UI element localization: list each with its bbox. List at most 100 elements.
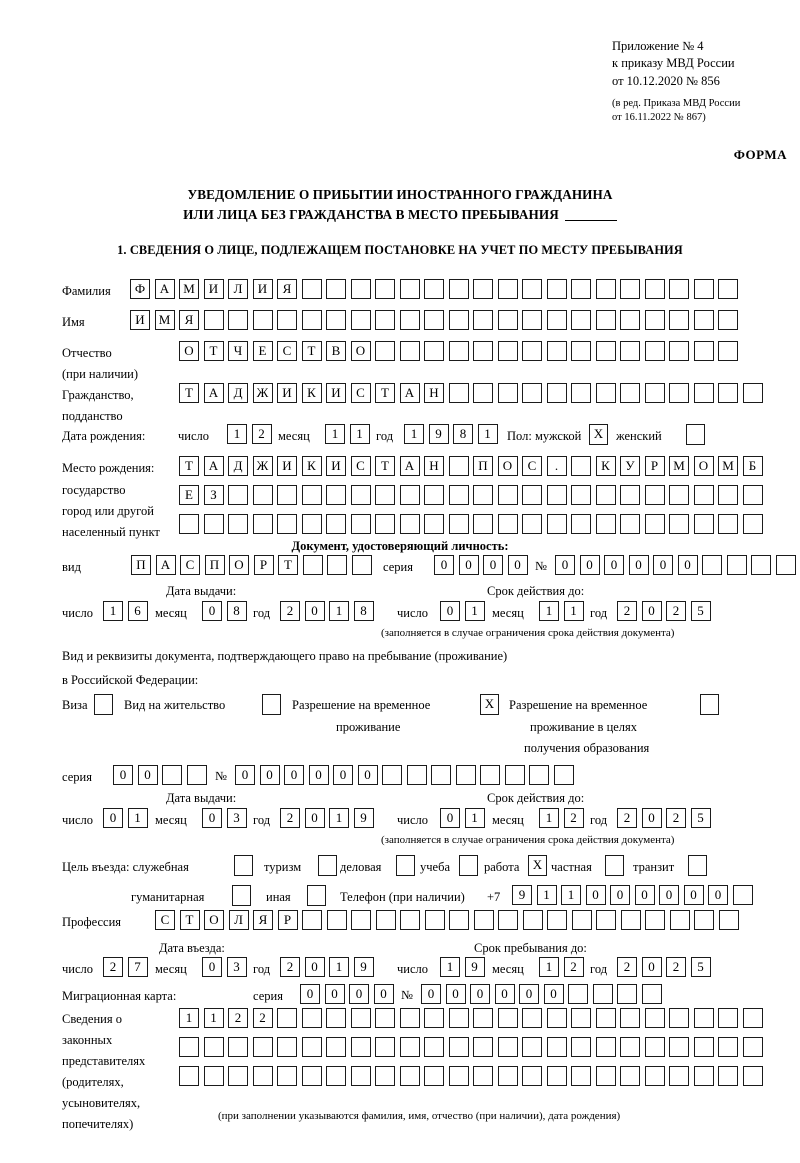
char-box[interactable] [595, 1037, 616, 1057]
char-box[interactable]: 9 [353, 957, 374, 977]
sex-female-checkbox[interactable] [686, 424, 705, 445]
char-box[interactable] [571, 279, 591, 299]
birth-place-row-3-boxes[interactable] [179, 514, 763, 534]
char-box[interactable] [693, 485, 714, 505]
char-box[interactable]: К [301, 383, 322, 403]
char-box[interactable] [301, 279, 322, 299]
char-box[interactable] [448, 341, 469, 361]
char-box[interactable]: 9 [428, 424, 449, 444]
char-box[interactable]: 0 [507, 555, 528, 575]
char-box[interactable]: 0 [470, 984, 490, 1004]
char-box[interactable] [497, 1066, 518, 1086]
char-box[interactable] [742, 1037, 763, 1057]
char-box[interactable] [522, 485, 542, 505]
char-box[interactable] [645, 910, 665, 930]
char-box[interactable]: 2 [280, 808, 300, 828]
char-box[interactable]: Л [228, 279, 248, 299]
char-box[interactable] [718, 485, 738, 505]
char-box[interactable] [375, 341, 395, 361]
char-box[interactable]: Д [228, 456, 248, 476]
char-box[interactable]: Т [203, 341, 224, 361]
char-box[interactable] [375, 485, 395, 505]
char-box[interactable]: Р [644, 456, 665, 476]
char-box[interactable]: 0 [555, 555, 575, 575]
char-box[interactable]: . [546, 456, 567, 476]
char-box[interactable] [400, 910, 420, 930]
char-box[interactable] [718, 383, 738, 403]
char-box[interactable]: 1 [349, 424, 370, 444]
char-box[interactable]: 0 [349, 984, 369, 1004]
char-box[interactable] [252, 1037, 273, 1057]
char-box[interactable] [595, 1008, 616, 1028]
char-box[interactable] [620, 1066, 640, 1086]
char-box[interactable]: 0 [421, 984, 441, 1004]
char-box[interactable] [620, 1037, 640, 1057]
char-box[interactable] [473, 910, 494, 930]
char-box[interactable] [620, 341, 640, 361]
char-box[interactable]: Я [179, 310, 199, 330]
char-box[interactable] [693, 1066, 714, 1086]
char-box[interactable]: 0 [300, 984, 320, 1004]
char-box[interactable]: 2 [617, 808, 637, 828]
char-box[interactable] [617, 984, 637, 1004]
char-box[interactable] [473, 485, 493, 505]
char-box[interactable]: 0 [458, 555, 479, 575]
char-box[interactable]: 1 [477, 424, 498, 444]
char-box[interactable] [644, 310, 665, 330]
char-box[interactable] [595, 514, 616, 534]
char-box[interactable]: Т [179, 383, 199, 403]
char-box[interactable] [620, 279, 640, 299]
char-box[interactable]: 8 [353, 601, 374, 621]
char-box[interactable]: И [203, 279, 224, 299]
char-box[interactable] [595, 485, 616, 505]
residence-permit-checkbox[interactable] [262, 694, 281, 715]
char-box[interactable] [620, 514, 640, 534]
char-box[interactable] [669, 514, 689, 534]
char-box[interactable]: 0 [113, 765, 133, 785]
char-box[interactable] [693, 1037, 714, 1057]
char-box[interactable] [406, 765, 427, 785]
char-box[interactable] [399, 1066, 420, 1086]
char-box[interactable] [326, 1037, 346, 1057]
purpose-official-checkbox[interactable] [234, 855, 253, 876]
char-box[interactable]: М [669, 456, 689, 476]
char-box[interactable] [473, 514, 493, 534]
char-box[interactable] [497, 1037, 518, 1057]
char-box[interactable] [252, 310, 273, 330]
char-box[interactable]: 1 [329, 601, 349, 621]
char-box[interactable] [497, 279, 518, 299]
char-box[interactable] [669, 310, 689, 330]
char-box[interactable] [596, 910, 616, 930]
char-box[interactable] [718, 310, 738, 330]
char-box[interactable] [399, 1037, 420, 1057]
char-box[interactable] [228, 514, 248, 534]
char-box[interactable] [473, 279, 493, 299]
char-box[interactable] [620, 485, 640, 505]
char-box[interactable] [424, 485, 444, 505]
char-box[interactable] [529, 765, 549, 785]
char-box[interactable] [350, 485, 371, 505]
char-box[interactable]: 1 [539, 957, 559, 977]
char-box[interactable] [718, 1037, 738, 1057]
char-box[interactable] [669, 1066, 689, 1086]
char-box[interactable]: 8 [453, 424, 473, 444]
char-box[interactable] [277, 1008, 297, 1028]
char-box[interactable]: 0 [103, 808, 123, 828]
char-box[interactable] [522, 383, 542, 403]
char-box[interactable]: 5 [690, 601, 711, 621]
char-box[interactable]: 0 [579, 555, 600, 575]
char-box[interactable] [179, 514, 199, 534]
char-box[interactable] [455, 765, 476, 785]
char-box[interactable] [620, 1008, 640, 1028]
char-box[interactable]: С [180, 555, 200, 575]
char-box[interactable]: Т [375, 383, 395, 403]
char-box[interactable] [424, 910, 445, 930]
char-box[interactable] [327, 555, 347, 575]
char-box[interactable] [595, 279, 616, 299]
